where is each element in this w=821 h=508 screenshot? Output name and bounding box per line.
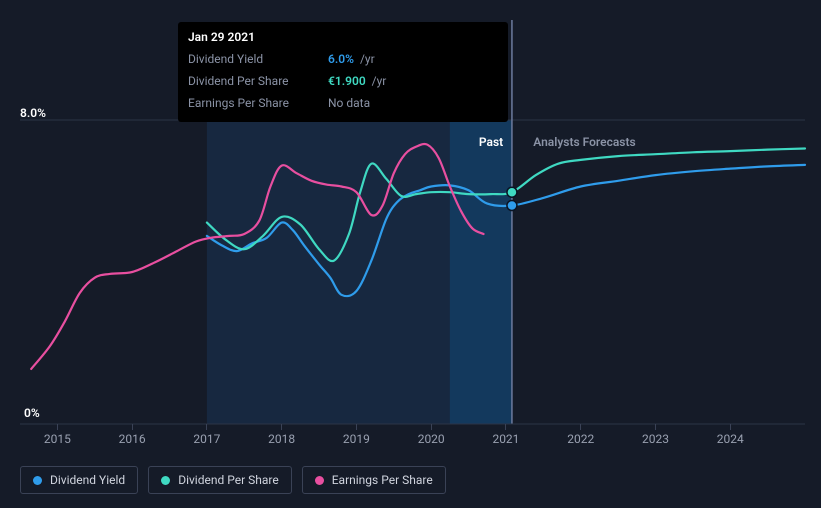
- legend-item[interactable]: Dividend Yield: [20, 466, 138, 494]
- tooltip-row-label: Earnings Per Share: [188, 92, 328, 114]
- legend-label: Dividend Yield: [50, 473, 125, 487]
- tooltip-date: Jan 29 2021: [188, 28, 498, 46]
- tooltip-row-label: Dividend Yield: [188, 48, 328, 70]
- chart-tooltip: Jan 29 2021 Dividend Yield6.0% /yrDivide…: [178, 22, 508, 122]
- legend-label: Earnings Per Share: [332, 473, 433, 487]
- x-axis-label: 2021: [492, 432, 519, 446]
- legend: Dividend Yield Dividend Per Share Earnings…: [20, 466, 446, 494]
- x-axis-label: 2024: [717, 432, 744, 446]
- tooltip-row-value: 6.0% /yr: [328, 48, 498, 70]
- x-axis-label: 2015: [44, 432, 71, 446]
- x-axis-label: 2022: [567, 432, 594, 446]
- x-tick: [505, 424, 506, 430]
- tooltip-row-value: No data: [328, 92, 498, 114]
- legend-swatch: [315, 476, 324, 485]
- tooltip-row: Dividend Per Share€1.900 /yr: [188, 70, 498, 92]
- x-axis-label: 2018: [268, 432, 295, 446]
- legend-item[interactable]: Earnings Per Share: [302, 466, 446, 494]
- x-tick: [206, 424, 207, 430]
- x-tick: [730, 424, 731, 430]
- tooltip-row: Dividend Yield6.0% /yr: [188, 48, 498, 70]
- legend-swatch: [33, 476, 42, 485]
- x-tick: [580, 424, 581, 430]
- x-tick: [356, 424, 357, 430]
- x-axis-label: 2017: [193, 432, 220, 446]
- tooltip-row: Earnings Per ShareNo data: [188, 92, 498, 114]
- marker: [507, 187, 517, 197]
- x-axis-label: 2023: [642, 432, 669, 446]
- dividend-chart: Jan 29 2021 Dividend Yield6.0% /yrDivide…: [0, 0, 821, 508]
- y-axis-min-label: 0%: [24, 406, 40, 420]
- x-axis-label: 2016: [119, 432, 146, 446]
- x-tick: [281, 424, 282, 430]
- x-tick: [431, 424, 432, 430]
- marker: [507, 201, 517, 211]
- x-tick: [57, 424, 58, 430]
- y-axis-max-label: 8.0%: [20, 106, 46, 120]
- region-label-past: Past: [479, 135, 503, 149]
- region-label-forecast: Analysts Forecasts: [533, 135, 635, 149]
- legend-item[interactable]: Dividend Per Share: [148, 466, 292, 494]
- x-tick: [132, 424, 133, 430]
- tooltip-row-label: Dividend Per Share: [188, 70, 328, 92]
- legend-label: Dividend Per Share: [178, 473, 279, 487]
- x-tick: [655, 424, 656, 430]
- x-axis-label: 2019: [343, 432, 370, 446]
- tooltip-table: Dividend Yield6.0% /yrDividend Per Share…: [188, 48, 498, 114]
- x-axis-label: 2020: [418, 432, 445, 446]
- legend-swatch: [161, 476, 170, 485]
- tooltip-row-value: €1.900 /yr: [328, 70, 498, 92]
